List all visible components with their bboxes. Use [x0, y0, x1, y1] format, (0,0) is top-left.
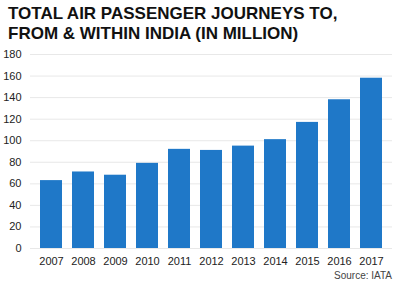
svg-text:80: 80	[9, 156, 21, 168]
svg-text:120: 120	[3, 113, 21, 125]
svg-text:100: 100	[3, 134, 21, 146]
svg-text:140: 140	[3, 91, 21, 103]
html-text:Source: IATA: Source: IATA	[334, 270, 392, 281]
svg-text:2015: 2015	[295, 255, 319, 267]
svg-text:2007: 2007	[39, 255, 63, 267]
svg-text:2010: 2010	[135, 255, 159, 267]
svg-text:2012: 2012	[199, 255, 223, 267]
svg-text:60: 60	[9, 177, 21, 189]
svg-text:160: 160	[3, 70, 21, 82]
svg-text:40: 40	[9, 199, 21, 211]
svg-text:20: 20	[9, 220, 21, 232]
svg-text:180: 180	[3, 48, 21, 60]
svg-text:2013: 2013	[231, 255, 255, 267]
svg-text:0: 0	[15, 242, 21, 254]
svg-text:2016: 2016	[327, 255, 351, 267]
svg-text:2014: 2014	[263, 255, 287, 267]
svg-text:2008: 2008	[71, 255, 95, 267]
svg-text:2009: 2009	[103, 255, 127, 267]
svg-text:2017: 2017	[359, 255, 383, 267]
svg-text:2011: 2011	[168, 255, 192, 267]
html-text:TOTAL AIR PASSENGER JOURNEYS T: TOTAL AIR PASSENGER JOURNEYS TO, FROM & …	[8, 4, 338, 43]
